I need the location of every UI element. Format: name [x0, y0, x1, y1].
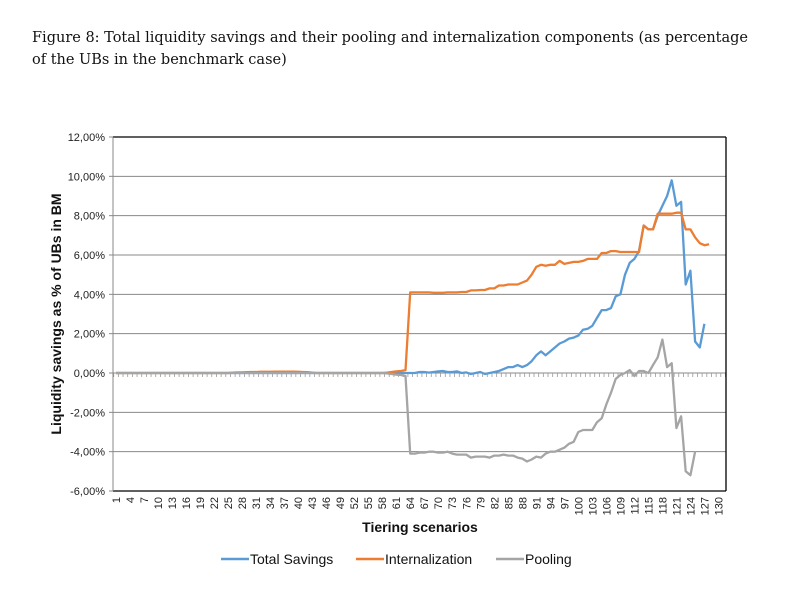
x-tick-label: 121 [671, 497, 683, 515]
gridlines [113, 175, 726, 453]
y-tick-label: 6,00% [74, 250, 105, 262]
x-tick-label: 91 [531, 497, 543, 509]
y-axis-tick-labels: -6,00% -4,00% -2,00% 0,00% 2,00% 4,00% 6,00% 8,… [68, 132, 113, 498]
x-tick-label: 124 [685, 497, 697, 515]
legend-item: Total Savings [221, 551, 333, 567]
x-tick-label: 103 [587, 497, 599, 515]
legend: Total Savings Internalization Pooling [221, 551, 572, 567]
x-tick-label: 70 [433, 497, 445, 509]
x-tick-label: 58 [377, 497, 389, 509]
x-tick-label: 100 [573, 497, 585, 515]
x-tick-label: 130 [713, 497, 725, 515]
legend-label: Total Savings [250, 551, 333, 567]
x-tick-label: 88 [517, 497, 529, 509]
series-line-pooling [116, 338, 697, 477]
x-tick-label: 25 [223, 497, 235, 509]
y-axis-title: Liquidity savings as % of UBs in BM [48, 193, 64, 434]
y-tick-label: -6,00% [70, 486, 105, 498]
x-tick-label: 61 [391, 497, 403, 509]
x-tick-label: 55 [363, 497, 375, 509]
x-tick-label: 43 [307, 497, 319, 509]
legend-label: Pooling [525, 551, 572, 567]
legend-item: Internalization [356, 551, 472, 567]
x-tick-label: 13 [167, 497, 179, 509]
x-axis-title: Tiering scenarios [362, 519, 478, 535]
series-lines [116, 179, 710, 477]
x-tick-label: 64 [405, 497, 417, 509]
y-tick-label: -4,00% [70, 447, 105, 459]
x-tick-label: 85 [503, 497, 515, 509]
series-line-total-savings [116, 179, 706, 376]
x-tick-label: 118 [657, 497, 669, 515]
x-tick-label: 22 [209, 497, 221, 509]
x-tick-label: 34 [265, 497, 277, 509]
legend-label: Internalization [385, 551, 472, 567]
x-tick-label: 46 [321, 497, 333, 509]
legend-item: Pooling [496, 551, 572, 567]
x-tick-label: 67 [419, 497, 431, 509]
x-tick-label: 112 [629, 497, 641, 515]
x-tick-label: 115 [643, 497, 655, 515]
y-tick-label: -2,00% [70, 407, 105, 419]
x-tick-label: 16 [181, 497, 193, 509]
y-tick-label: 2,00% [74, 329, 105, 341]
x-tick-label: 19 [195, 497, 207, 509]
x-tick-label: 10 [153, 497, 165, 509]
x-tick-label: 40 [293, 497, 305, 509]
x-tick-label: 49 [335, 497, 347, 509]
x-tick-label: 73 [447, 497, 459, 509]
x-tick-label: 1 [111, 497, 123, 503]
y-tick-label: 0,00% [74, 368, 105, 380]
x-tick-label: 4 [125, 497, 137, 503]
x-tick-label: 97 [559, 497, 571, 509]
x-tick-label: 94 [545, 497, 557, 509]
x-tick-label: 127 [699, 497, 711, 515]
y-tick-label: 4,00% [74, 289, 105, 301]
x-tick-label: 82 [489, 497, 501, 509]
y-tick-label: 12,00% [68, 132, 106, 144]
figure-caption: Figure 8: Total liquidity savings and th… [32, 30, 749, 68]
x-tick-label: 79 [475, 497, 487, 509]
x-tick-label: 31 [251, 497, 263, 509]
x-tick-label: 76 [461, 497, 473, 509]
x-tick-label: 37 [279, 497, 291, 509]
x-tick-label: 7 [139, 497, 151, 503]
x-tick-label: 109 [615, 497, 627, 515]
x-tick-label: 52 [349, 497, 361, 509]
y-tick-label: 8,00% [74, 211, 105, 223]
y-tick-label: 10,00% [68, 171, 106, 183]
axes [112, 136, 727, 492]
x-tick-label: 28 [237, 497, 249, 509]
x-tick-label: 106 [601, 497, 613, 515]
x-axis-tick-labels: 1 4 7 10 13 16 19 22 25 28 31 34 37 40 43 46 49 52 55 58 61 6… [111, 497, 725, 515]
